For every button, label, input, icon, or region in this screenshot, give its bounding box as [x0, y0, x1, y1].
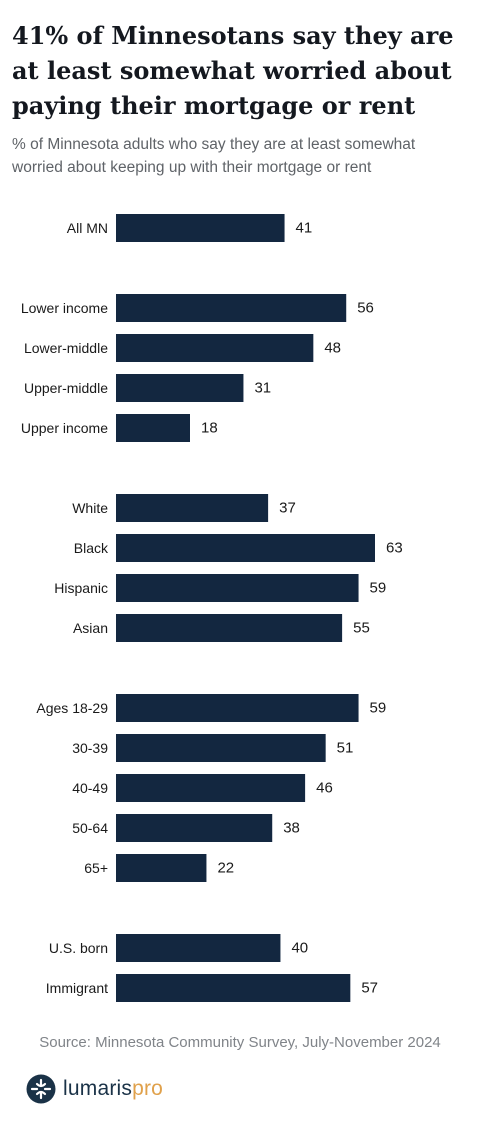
bar — [116, 534, 375, 562]
category-label: U.S. born — [49, 940, 108, 956]
category-label: All MN — [67, 220, 108, 236]
bar — [116, 734, 326, 762]
category-label: White — [72, 500, 108, 516]
value-label: 37 — [279, 500, 296, 517]
value-label: 40 — [291, 940, 308, 957]
value-label: 38 — [283, 820, 300, 837]
category-label: Black — [74, 540, 109, 556]
value-label: 22 — [217, 860, 234, 877]
value-label: 46 — [316, 780, 333, 797]
bar — [116, 614, 343, 642]
bar — [116, 414, 190, 442]
bar — [116, 694, 359, 722]
logo-wordmark: lumarispro — [63, 1077, 163, 1101]
value-label: 56 — [357, 300, 374, 317]
brand-logo: lumarispro — [26, 1072, 163, 1106]
category-label: 40-49 — [72, 780, 108, 796]
category-label: Upper-middle — [24, 380, 108, 396]
category-label: Upper income — [21, 420, 108, 436]
bar — [116, 294, 347, 322]
bar — [116, 494, 269, 522]
category-label: Lower income — [21, 300, 108, 316]
value-label: 18 — [201, 420, 218, 437]
logo-wordmark-part2: pro — [132, 1077, 164, 1100]
value-label: 41 — [296, 220, 313, 237]
value-label: 48 — [324, 340, 341, 357]
chart-subtitle: % of Minnesota adults who say they are a… — [12, 136, 416, 176]
category-label: 65+ — [84, 860, 108, 876]
value-label: 63 — [386, 540, 403, 557]
category-label: Immigrant — [46, 980, 108, 996]
bar — [116, 814, 273, 842]
bar — [116, 574, 359, 602]
logo-wordmark-part1: lumaris — [63, 1077, 133, 1100]
value-label: 55 — [353, 620, 370, 637]
value-label: 57 — [361, 980, 378, 997]
source-note: Source: Minnesota Community Survey, July… — [39, 1034, 441, 1051]
bar-chart: All MN 41 Lower income 56 Lower-middle 48 Uppe… — [21, 214, 403, 1002]
category-label: Hispanic — [54, 580, 108, 596]
bar — [116, 214, 285, 242]
bar — [116, 334, 314, 362]
value-label: 31 — [254, 380, 271, 397]
value-label: 59 — [370, 700, 387, 717]
bar — [116, 374, 244, 402]
category-label: 30-39 — [72, 740, 108, 756]
bar — [116, 934, 281, 962]
value-label: 59 — [370, 580, 387, 597]
bar — [116, 774, 306, 802]
chart-title: 41% of Minnesotans say they are at least… — [12, 21, 454, 120]
category-label: Asian — [73, 620, 108, 636]
category-label: Ages 18-29 — [36, 700, 108, 716]
bar — [116, 854, 207, 882]
category-label: 50-64 — [72, 820, 108, 836]
bar — [116, 974, 351, 1002]
category-label: Lower-middle — [24, 340, 108, 356]
value-label: 51 — [337, 740, 354, 757]
lumaris-logo-icon — [26, 1074, 56, 1104]
